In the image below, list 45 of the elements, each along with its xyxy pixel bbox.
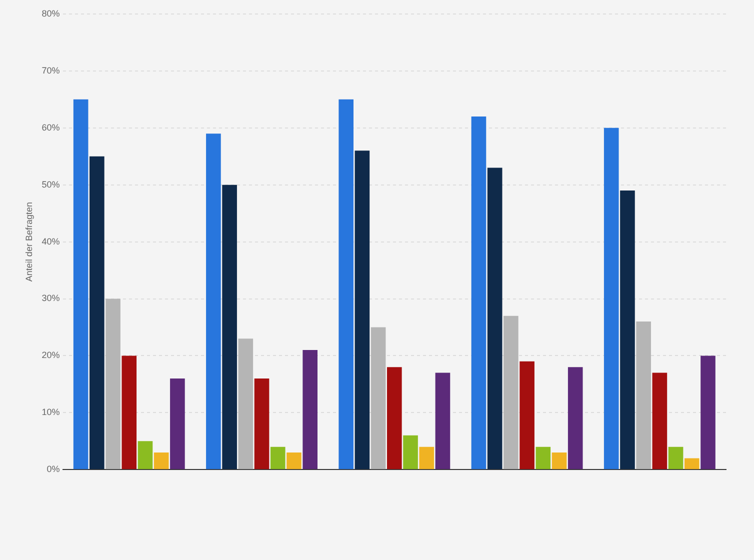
bar — [568, 367, 583, 470]
bar — [403, 435, 418, 470]
bar — [487, 168, 502, 470]
y-tick-label: 70% — [42, 65, 60, 76]
bar — [620, 190, 635, 470]
bar — [338, 99, 354, 470]
bar — [387, 367, 402, 470]
bar — [636, 322, 651, 470]
bar — [154, 452, 169, 470]
y-tick-label: 20% — [42, 350, 60, 360]
bar — [122, 356, 137, 470]
y-tick-label: 0% — [46, 464, 60, 474]
y-tick-label: 10% — [42, 407, 60, 418]
bar — [90, 156, 104, 470]
y-axis-title: Anteil der Befragten — [24, 202, 34, 282]
y-tick-label: 40% — [42, 236, 60, 246]
bar — [700, 356, 716, 470]
y-tick-label: 50% — [42, 179, 60, 190]
bar — [604, 128, 619, 470]
bar — [419, 446, 434, 470]
bar — [354, 150, 370, 470]
bar — [73, 99, 88, 470]
bar — [520, 361, 534, 470]
bar — [222, 184, 237, 470]
bar — [536, 446, 551, 470]
bar — [435, 372, 450, 470]
bar — [206, 134, 221, 470]
bar — [238, 338, 254, 470]
bar — [138, 441, 153, 470]
y-tick-label: 30% — [42, 293, 60, 304]
bar — [106, 298, 120, 470]
bar — [552, 452, 567, 470]
bar — [684, 458, 700, 470]
bar — [286, 452, 302, 470]
bar — [254, 378, 270, 470]
bar — [668, 446, 684, 470]
bar — [170, 378, 185, 470]
y-tick-label: 80% — [42, 8, 60, 18]
bar — [652, 372, 668, 470]
y-tick-label: 60% — [42, 122, 60, 132]
bar — [302, 350, 318, 470]
bar — [270, 446, 286, 470]
bar — [471, 116, 486, 470]
bar — [504, 316, 518, 470]
bar — [370, 327, 386, 470]
